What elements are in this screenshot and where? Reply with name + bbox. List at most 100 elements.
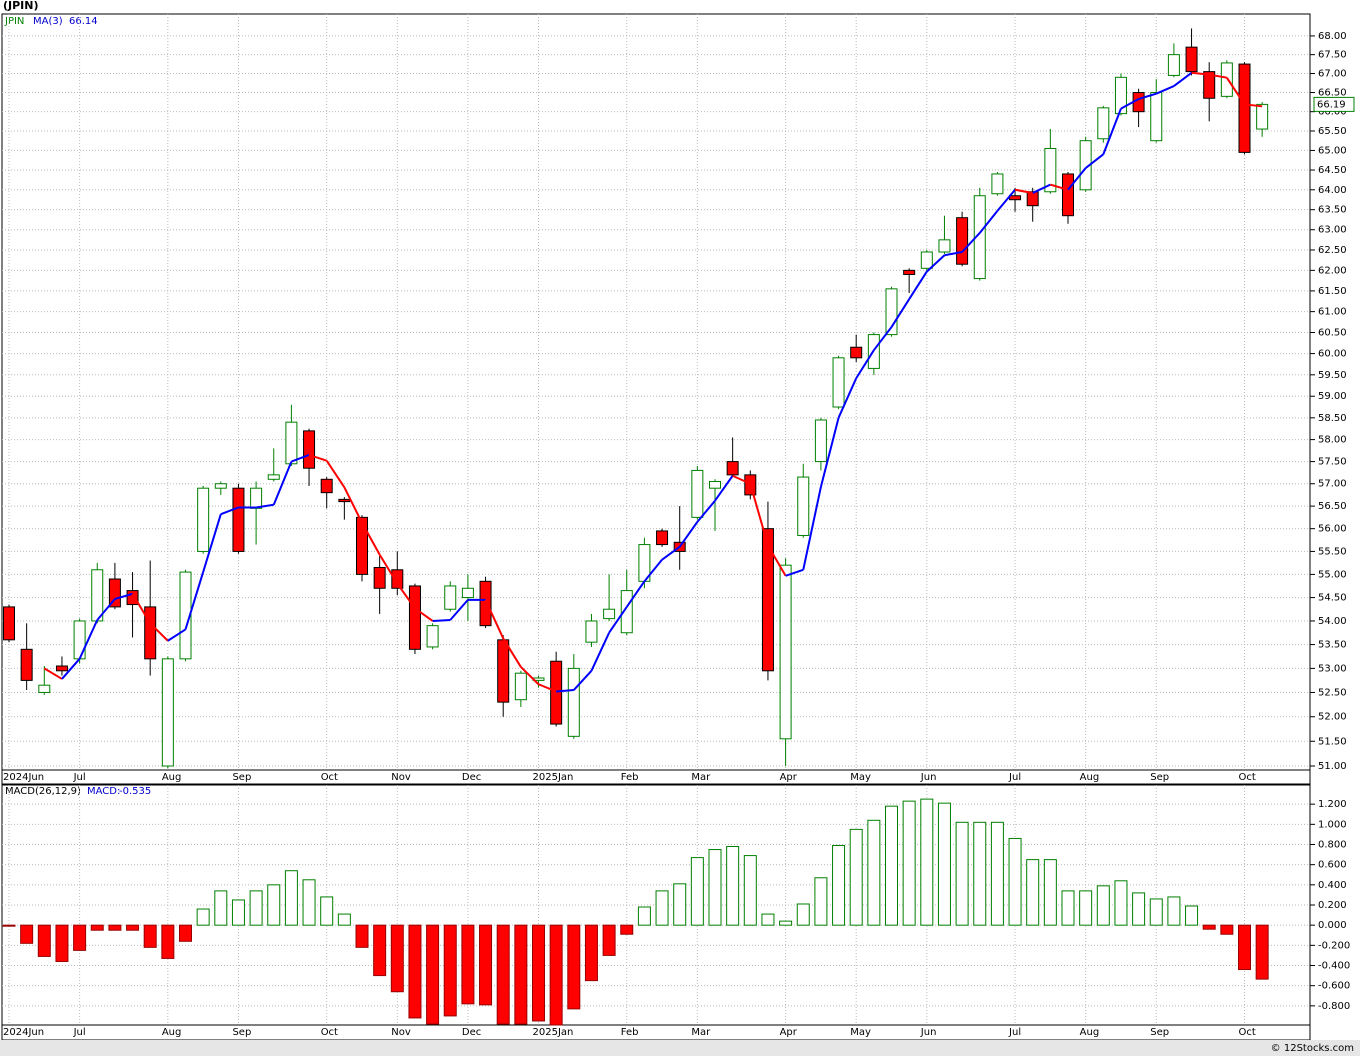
candle-body <box>214 483 227 489</box>
candle-body <box>497 639 510 703</box>
candle-body <box>991 173 1004 195</box>
x-tick-label: Dec <box>462 1027 481 1038</box>
x-tick-label: Aug <box>1080 772 1100 783</box>
y-tick-label: 59.00 <box>1318 391 1347 402</box>
ma-segment <box>43 667 63 680</box>
ma-segment <box>996 189 1016 212</box>
x-tick-label: Nov <box>391 772 411 783</box>
candle-body <box>850 346 863 359</box>
macd-bar <box>1220 924 1234 935</box>
macd-bar <box>126 924 140 931</box>
ma-segment <box>767 544 787 577</box>
candle-body <box>603 608 616 620</box>
macd-bar <box>390 924 404 993</box>
candle-body <box>250 487 263 509</box>
x-tick-label: May <box>850 772 871 783</box>
candle-body <box>320 478 333 494</box>
ma-segment <box>1102 108 1122 155</box>
candle-body <box>814 419 827 463</box>
x-tick-label: Oct <box>321 772 338 783</box>
candle-body <box>479 580 492 627</box>
macd-bar <box>1132 892 1146 926</box>
y-tick-label: 66.50 <box>1318 88 1347 99</box>
candle-body <box>1114 76 1127 115</box>
x-tick-label: Jul <box>1008 772 1021 783</box>
macd-bar <box>832 845 846 926</box>
y-tick-label: 0.600 <box>1318 860 1347 871</box>
candle-body <box>1079 140 1092 191</box>
candle-body <box>1009 195 1022 201</box>
y-tick-label: -0.600 <box>1318 981 1350 992</box>
y-tick-label: 68.00 <box>1318 31 1347 42</box>
candle-body <box>338 498 351 503</box>
y-tick-label: 55.50 <box>1318 546 1347 557</box>
y-tick-label: 0.000 <box>1318 920 1347 931</box>
macd-bar <box>443 924 457 1017</box>
macd-bar <box>1079 890 1093 926</box>
macd-bar <box>143 924 157 948</box>
x-tick-label: Aug <box>162 772 182 783</box>
ma-segment <box>255 503 274 509</box>
x-tick-label: Mar <box>691 772 711 783</box>
macd-bar <box>284 870 298 926</box>
ma-segment <box>926 254 946 273</box>
y-tick-label: 0.400 <box>1318 880 1347 891</box>
ma-segment <box>538 683 557 693</box>
y-tick-label: 58.00 <box>1318 435 1347 446</box>
ma-segment <box>449 599 469 621</box>
ma-segment <box>978 210 999 234</box>
candle-body <box>267 474 280 480</box>
candle-body <box>1026 191 1039 207</box>
macd-bar <box>655 890 669 926</box>
macd-bar <box>1043 859 1057 926</box>
ma-segment <box>343 486 363 524</box>
macd-bar <box>20 924 34 944</box>
macd-bar <box>1061 890 1075 926</box>
ma-segment <box>714 475 734 502</box>
candle-body <box>108 578 121 608</box>
candle-body <box>1150 92 1163 142</box>
y-tick-label: 51.50 <box>1318 736 1347 747</box>
macd-bar <box>55 924 69 962</box>
candle-body <box>373 566 386 589</box>
y-tick-label: 60.50 <box>1318 328 1347 339</box>
ma-segment <box>61 658 81 680</box>
y-tick-label: 0.800 <box>1318 839 1347 850</box>
y-tick-label: 61.00 <box>1318 307 1347 318</box>
y-tick-label: 55.00 <box>1318 569 1347 580</box>
x-tick-label: Aug <box>162 1027 182 1038</box>
macd-bar <box>196 908 210 926</box>
macd-bar <box>461 924 475 1005</box>
ma-segment <box>961 232 981 253</box>
ma-segment <box>785 568 804 577</box>
legend-symbol: JPIN <box>4 16 24 27</box>
y-tick-label: 60.00 <box>1318 349 1347 360</box>
macd-bar <box>73 924 87 951</box>
candle-body <box>91 569 104 622</box>
y-tick-label: 57.00 <box>1318 479 1347 490</box>
macd-bar <box>779 920 793 926</box>
candle-body <box>691 469 704 518</box>
macd-bar <box>1026 859 1040 926</box>
y-tick-label: 62.00 <box>1318 265 1347 276</box>
ma-segment <box>643 559 663 582</box>
ma-segment <box>167 628 187 642</box>
macd-bar <box>1238 924 1251 971</box>
macd-bar <box>496 924 510 1025</box>
ma-segment <box>556 689 574 693</box>
ma-segment <box>484 599 505 639</box>
y-tick-label: 59.50 <box>1318 370 1347 381</box>
macd-bar <box>514 924 528 1025</box>
macd-bar <box>179 924 192 942</box>
x-tick-label: Sep <box>1150 1027 1169 1038</box>
ma-segment <box>890 298 910 328</box>
candle-body <box>179 571 192 660</box>
x-tick-label: Jul <box>1008 1027 1021 1038</box>
ma-segment <box>1085 153 1104 169</box>
ma-segment <box>325 460 346 488</box>
macd-bar <box>955 821 969 926</box>
candle-body <box>1167 54 1180 76</box>
candle-body <box>761 528 774 672</box>
candle-body <box>1220 62 1233 97</box>
